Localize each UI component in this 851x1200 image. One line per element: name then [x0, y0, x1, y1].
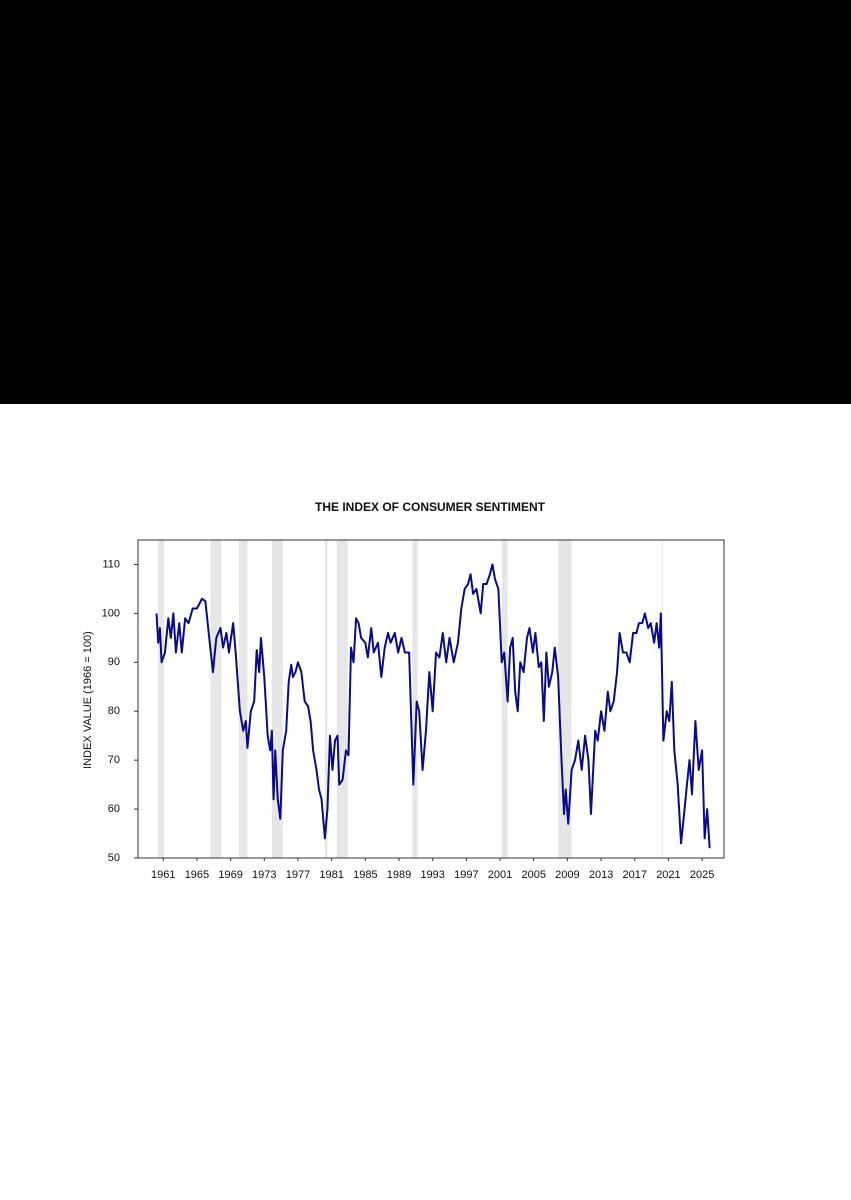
x-tick-label: 2009	[555, 869, 579, 881]
recession-band	[239, 540, 248, 858]
x-tick-label: 2001	[488, 869, 512, 881]
x-tick-label: 1973	[252, 869, 276, 881]
black-band	[0, 0, 851, 404]
sentiment-line	[155, 563, 711, 849]
recession-band	[501, 540, 508, 858]
y-tick-label: 70	[108, 754, 120, 766]
x-tick-label: 1961	[151, 869, 175, 881]
x-tick-label: 2021	[656, 869, 680, 881]
y-tick-label: 110	[102, 558, 120, 570]
recession-band	[210, 540, 222, 858]
x-tick-label: 2025	[690, 869, 714, 881]
x-tick-label: 1977	[286, 869, 310, 881]
y-tick-label: 80	[108, 705, 120, 717]
recession-band	[324, 540, 328, 858]
y-axis-label: INDEX VALUE (1966 = 100)	[82, 631, 94, 769]
y-tick-label: 60	[108, 803, 120, 815]
x-tick-label: 2017	[623, 869, 647, 881]
x-tick-label: 2005	[521, 869, 545, 881]
x-tick-label: 1985	[353, 869, 377, 881]
x-tick-label: 1981	[319, 869, 343, 881]
chart-title: THE INDEX OF CONSUMER SENTIMENT	[315, 500, 546, 514]
x-tick-label: 1989	[387, 869, 411, 881]
recession-band	[158, 540, 165, 858]
x-tick-label: 1997	[454, 869, 478, 881]
y-tick-label: 100	[102, 607, 120, 619]
y-tick-label: 50	[108, 852, 120, 864]
chart: THE INDEX OF CONSUMER SENTIMENT INDEX VA…	[82, 500, 725, 881]
recession-band	[412, 540, 418, 858]
x-tick-label: 1993	[420, 869, 444, 881]
recession-band	[336, 540, 348, 858]
x-tick-label: 2013	[589, 869, 613, 881]
recession-band	[271, 540, 283, 858]
plot-frame	[137, 539, 725, 859]
x-tick-label: 1969	[218, 869, 242, 881]
y-tick-label: 90	[108, 656, 120, 668]
x-tick-label: 1965	[185, 869, 209, 881]
